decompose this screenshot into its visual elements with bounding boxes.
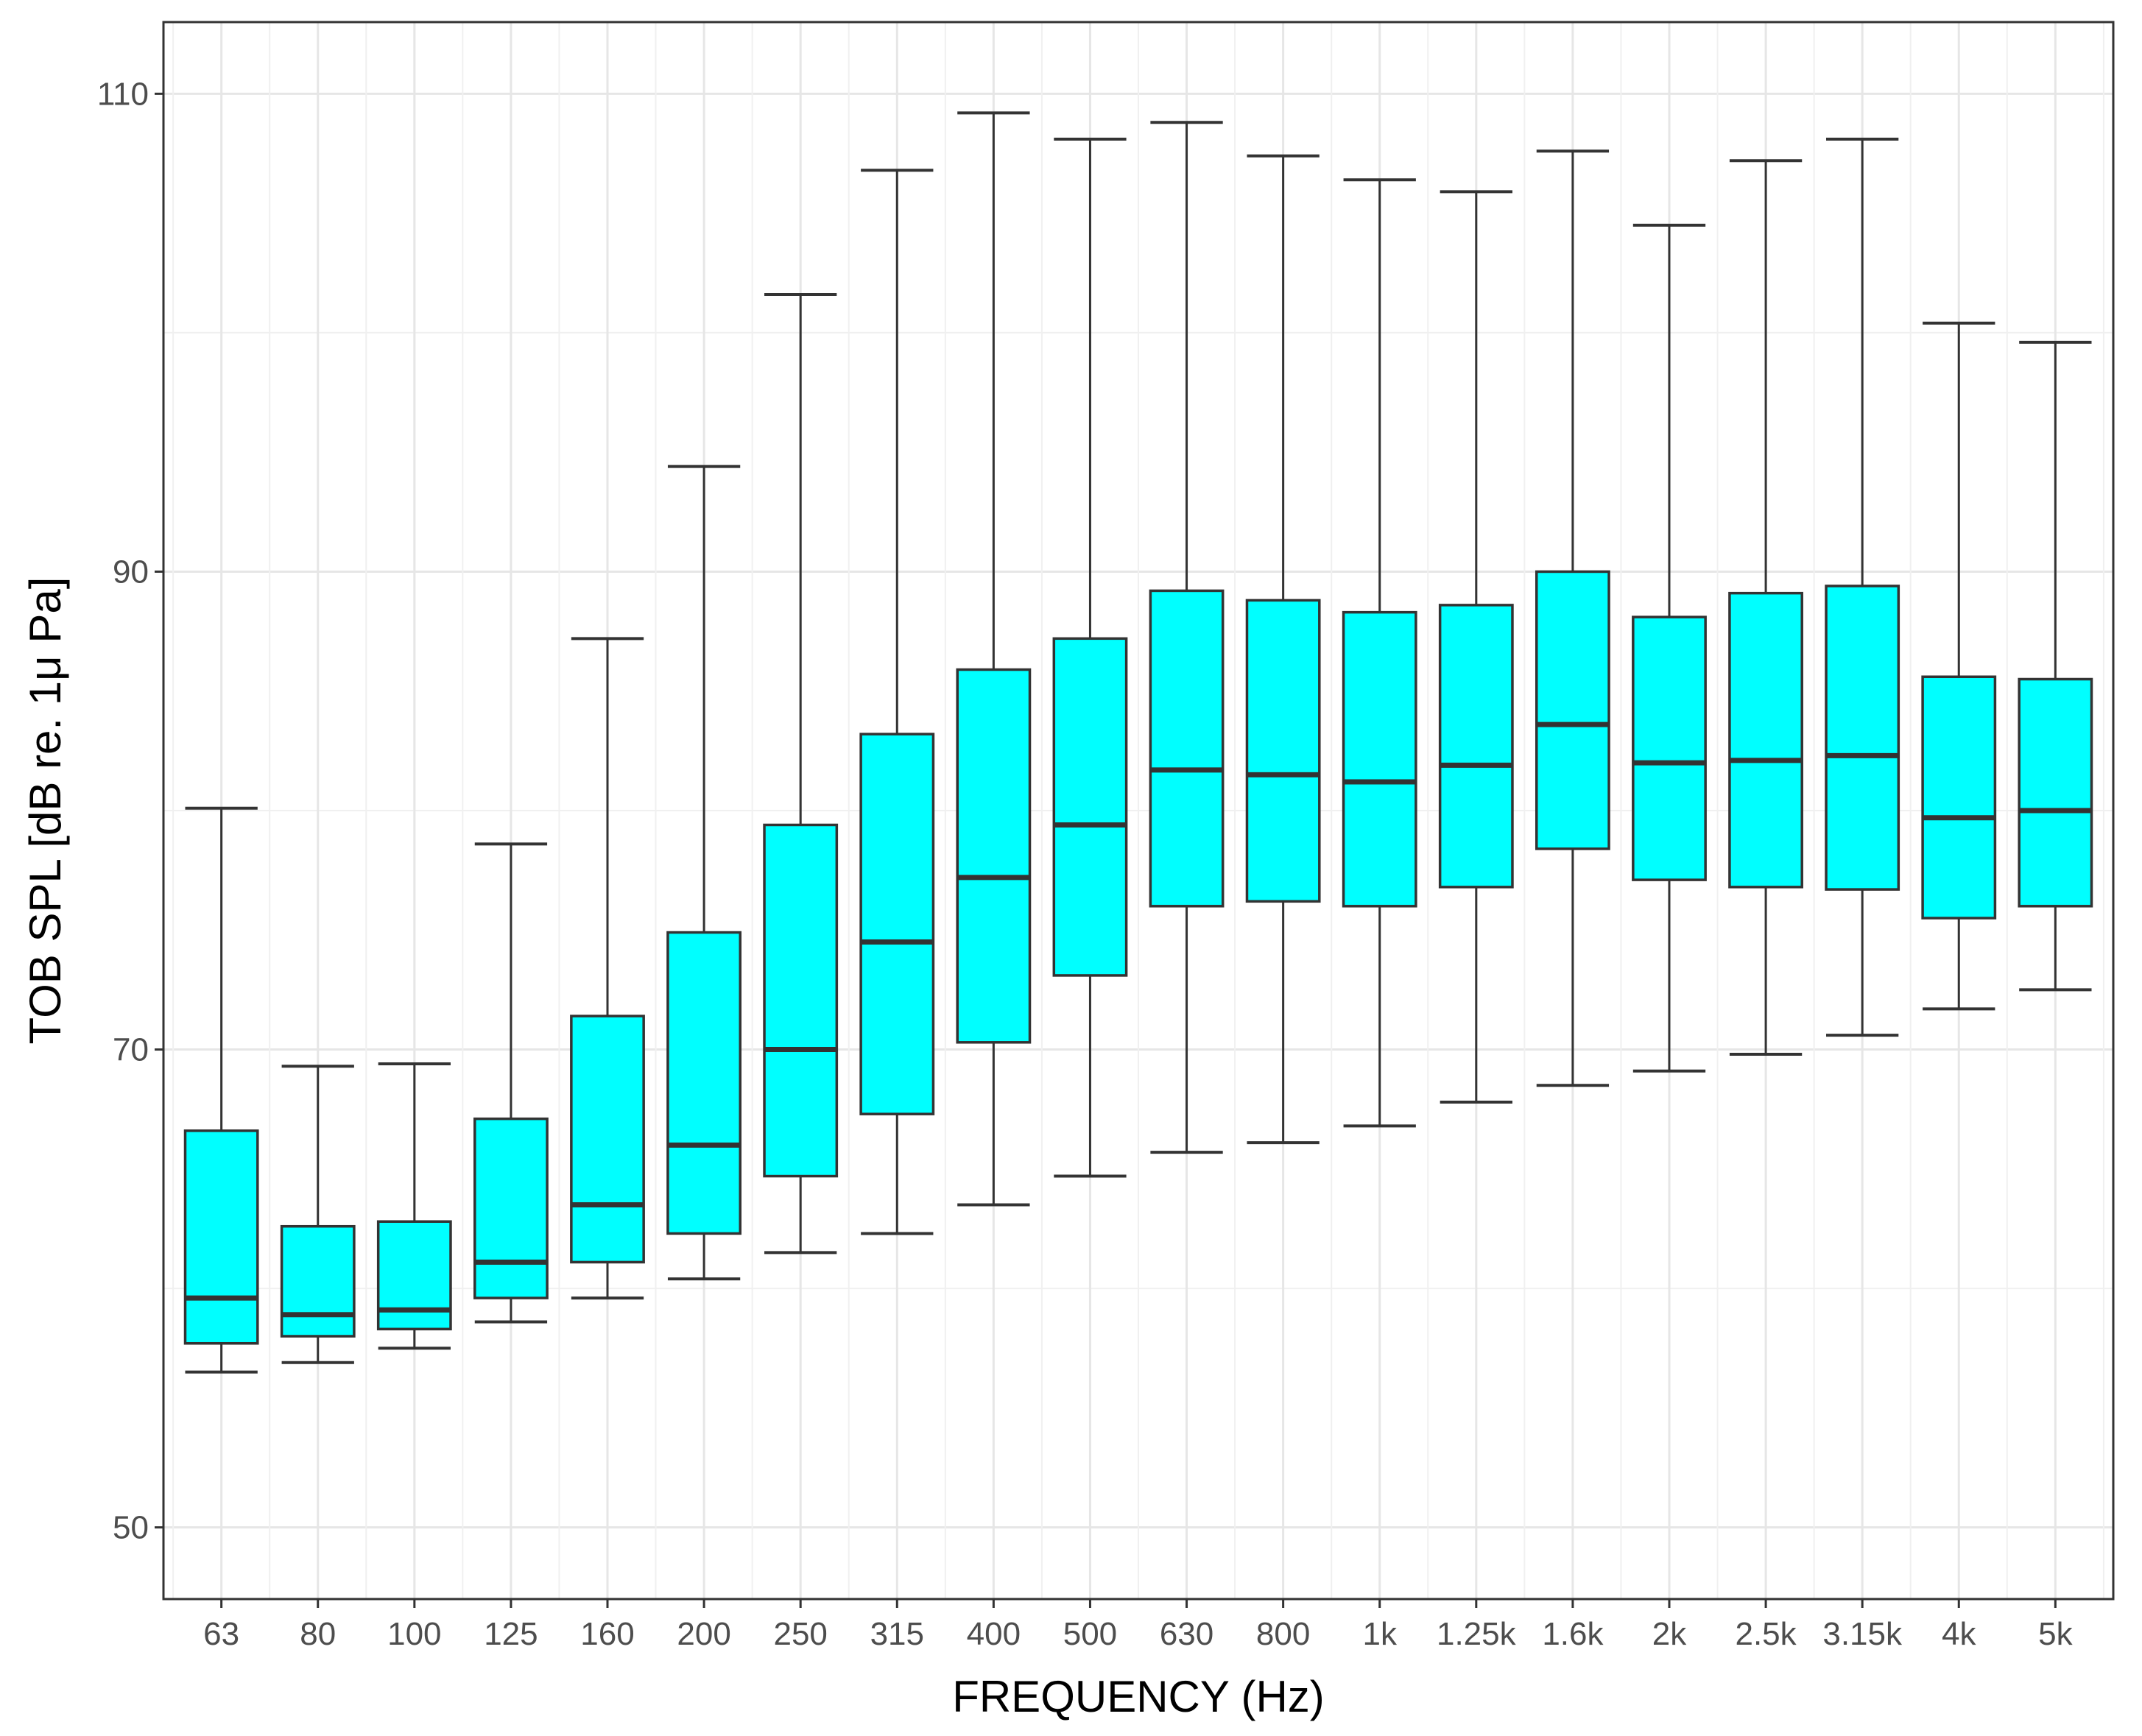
box-1k	[1342, 178, 1417, 1128]
x-tick-label: 63	[203, 1616, 239, 1652]
box-160	[570, 637, 645, 1300]
x-tick-label: 4k	[1942, 1616, 1976, 1652]
box-1.25k	[1438, 190, 1514, 1104]
box-80	[280, 1065, 356, 1364]
box-2k	[1632, 223, 1707, 1073]
box-500	[1052, 138, 1128, 1178]
box-125	[473, 842, 549, 1324]
box-315	[859, 169, 935, 1235]
x-tick-label: 250	[773, 1616, 827, 1652]
iqr-box	[1438, 604, 1514, 889]
iqr-box	[1342, 610, 1417, 908]
y-tick-label: 90	[113, 554, 149, 590]
box-3.15k	[1825, 138, 1900, 1037]
box-200	[666, 465, 742, 1281]
box-4k	[1921, 321, 1997, 1011]
boxes	[183, 111, 2093, 1374]
iqr-box	[1921, 675, 1997, 920]
iqr-box	[956, 668, 1032, 1044]
iqr-box	[473, 1117, 549, 1299]
iqr-box	[1632, 615, 1707, 881]
iqr-box	[280, 1224, 356, 1338]
iqr-box	[1535, 570, 1610, 850]
x-tick-label: 500	[1063, 1616, 1117, 1652]
box-63	[183, 806, 259, 1374]
x-tick-label: 100	[387, 1616, 441, 1652]
y-tick-label: 50	[113, 1510, 149, 1546]
x-axis-title: FREQUENCY (Hz)	[952, 1672, 1325, 1721]
x-tick-label: 2k	[1652, 1616, 1687, 1652]
iqr-box	[1149, 589, 1225, 908]
panel-border	[162, 21, 2115, 1601]
iqr-box	[570, 1015, 645, 1264]
x-tick-label: 630	[1160, 1616, 1213, 1652]
x-tick-label: 80	[300, 1616, 336, 1652]
x-tick-label: 160	[580, 1616, 634, 1652]
x-tick-label: 125	[484, 1616, 538, 1652]
iqr-box	[2018, 677, 2093, 908]
box-630	[1149, 121, 1225, 1154]
box-250	[763, 292, 839, 1255]
x-tick-label: 315	[870, 1616, 924, 1652]
box-1.6k	[1535, 149, 1610, 1087]
iqr-box	[183, 1129, 259, 1345]
y-tick-label: 110	[97, 76, 149, 112]
iqr-box	[1728, 591, 1803, 889]
x-tick-label: 800	[1256, 1616, 1310, 1652]
y-axis-ticks: 50 70 90 110	[97, 76, 163, 1546]
box-2.5k	[1728, 159, 1803, 1056]
iqr-box	[1825, 585, 1900, 891]
x-tick-label: 5k	[2038, 1616, 2073, 1652]
y-axis-title: TOB SPL [dB re. 1μ Pa]	[21, 577, 70, 1045]
iqr-box	[859, 733, 935, 1115]
box-100	[376, 1062, 452, 1350]
x-tick-label: 200	[677, 1616, 730, 1652]
box-400	[956, 111, 1032, 1207]
iqr-box	[1245, 599, 1321, 903]
x-tick-label: 400	[967, 1616, 1021, 1652]
box-5k	[2018, 340, 2093, 992]
x-axis-ticks: 63 80 100 125 160 200 250 315 400 500 630 800 1k 1.25…	[203, 1599, 2074, 1652]
box-800	[1245, 154, 1321, 1145]
y-tick-label: 70	[113, 1032, 149, 1068]
x-tick-label: 3.15k	[1822, 1616, 1903, 1652]
iqr-box	[666, 931, 742, 1235]
x-tick-label: 1.25k	[1437, 1616, 1517, 1652]
x-tick-label: 2.5k	[1735, 1616, 1797, 1652]
iqr-box	[376, 1220, 452, 1331]
iqr-box	[763, 823, 839, 1178]
iqr-box	[1052, 637, 1128, 977]
x-tick-label: 1k	[1362, 1616, 1397, 1652]
minor-grid-x	[172, 22, 2104, 1599]
x-tick-label: 1.6k	[1542, 1616, 1604, 1652]
